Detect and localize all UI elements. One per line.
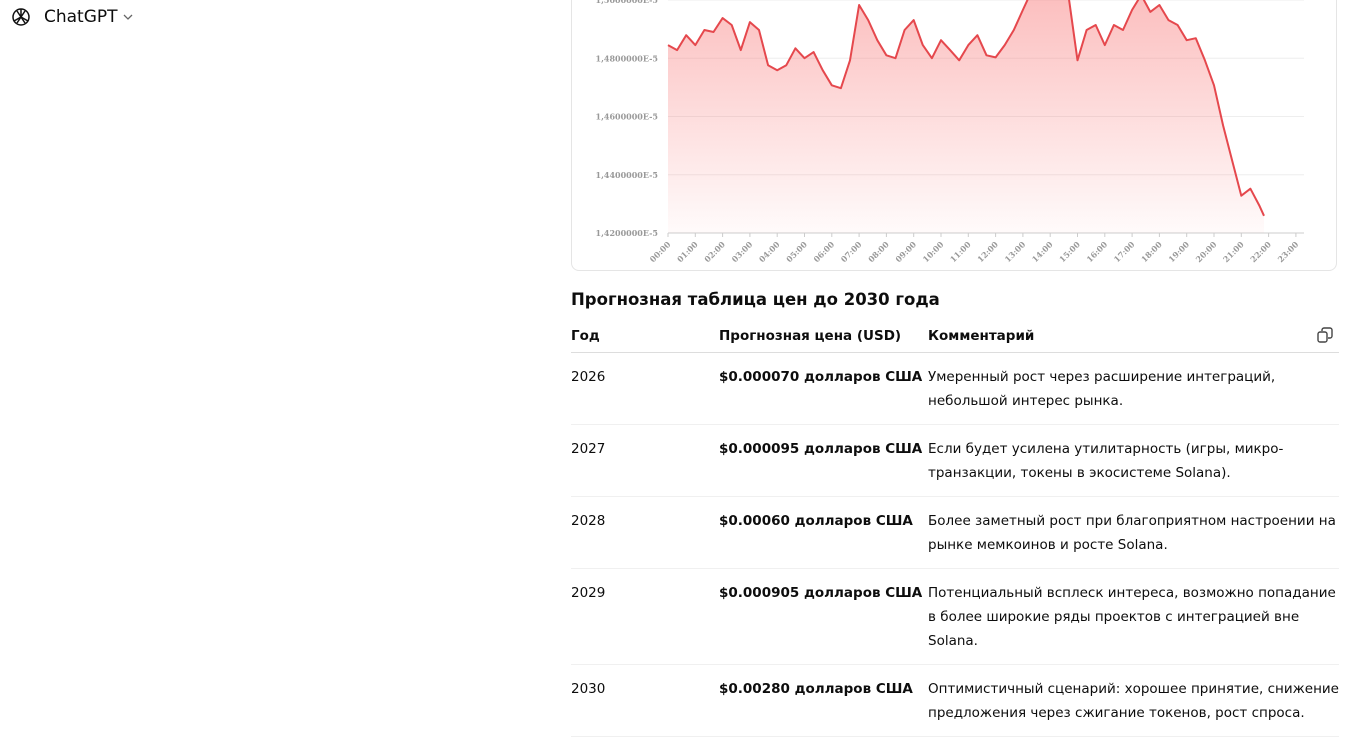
- table-cell: $0.00060 долларов США: [719, 496, 928, 569]
- x-tick-label: 22:00: [1248, 239, 1273, 264]
- x-tick-label: 02:00: [702, 239, 727, 264]
- x-tick-label: 11:00: [948, 239, 973, 264]
- table-row: 2028 $0.00060 долларов США Более заметный …: [571, 496, 1339, 569]
- table-cell: $0.000070 долларов США: [719, 352, 928, 425]
- table-row: 2027 $0.000095 долларов США Если будет уси…: [571, 424, 1339, 497]
- table-cell: Если будет усилена утилитарность (игры, …: [928, 424, 1339, 497]
- x-tick-label: 12:00: [975, 239, 1000, 264]
- y-tick-label: 1,5000000E-5: [596, 0, 658, 5]
- header[interactable]: ChatGPT: [10, 6, 134, 28]
- chevron: [123, 14, 133, 20]
- x-tick-label: 18:00: [1139, 239, 1164, 264]
- table-title: Прогнозная таблица цен до 2030 года: [571, 290, 940, 309]
- x-tick-label: 23:00: [1275, 239, 1300, 264]
- table-cell: Более заметный рост при благоприятном на…: [928, 496, 1339, 569]
- x-tick-label: 21:00: [1221, 239, 1246, 264]
- area: [668, 0, 1265, 233]
- x-tick-label: 17:00: [1112, 239, 1137, 264]
- x-tick-label: 14:00: [1030, 239, 1055, 264]
- table-cell: $0.00280 долларов США: [719, 664, 928, 737]
- x-tick-label: 06:00: [811, 239, 836, 264]
- x-tick-label: 16:00: [1084, 239, 1109, 264]
- table-cell: 2027: [571, 424, 719, 497]
- x-tick-label: 20:00: [1194, 239, 1219, 264]
- chart: 1,4200000E-5 1,4400000E-5 1,4600000E-5 1,48…: [596, 0, 1304, 264]
- copy-button[interactable]: [1316, 326, 1334, 344]
- table-cell: 2029: [571, 568, 719, 665]
- table-cell: Потенциальный всплеск интереса, возможно…: [928, 568, 1339, 665]
- table-row: 2030 $0.00280 долларов США Оптимистичный с…: [571, 664, 1339, 737]
- column-header: Прогнозная цена (USD): [719, 323, 928, 353]
- column-header: Комментарий: [928, 323, 1339, 353]
- app-title: ChatGPT: [44, 7, 118, 27]
- x-tick-label: 08:00: [866, 239, 891, 264]
- x-tick-label: 01:00: [675, 239, 700, 264]
- y-tick-label: 1,4400000E-5: [596, 170, 658, 180]
- x-tick-label: 19:00: [1166, 239, 1191, 264]
- page: ChatGPT 1,4200000E-5 1,4400000E-5 1,460000…: [10, 0, 1339, 737]
- table-cell: Умеренный рост через расширение интеграц…: [928, 352, 1339, 425]
- column-header: Год: [571, 323, 719, 353]
- table-cell: $0.000905 долларов США: [719, 568, 928, 665]
- x-tick-label: 03:00: [729, 239, 754, 264]
- table-cell: 2030: [571, 664, 719, 737]
- table-cell: $0.000095 долларов США: [719, 424, 928, 497]
- x-tick-label: 04:00: [757, 239, 782, 264]
- x-tick-label: 07:00: [839, 239, 864, 264]
- table-row: 2029 $0.000905 долларов США Потенциальный …: [571, 568, 1339, 665]
- x-tick-label: 09:00: [893, 239, 918, 264]
- x-tick-label: 15:00: [1057, 239, 1082, 264]
- logo: [12, 8, 30, 26]
- table-cell: 2028: [571, 496, 719, 569]
- line: [667, 0, 1265, 217]
- x-tick-label: 00:00: [648, 239, 673, 264]
- price-table: Год Прогнозная цена (USD) Комментарий 2026 $…: [571, 323, 1339, 737]
- y-tick-label: 1,4200000E-5: [596, 228, 658, 238]
- y-tick-label: 1,4600000E-5: [596, 112, 658, 122]
- chart-card: 1,4200000E-5 1,4400000E-5 1,4600000E-5 1,48…: [571, 0, 1337, 271]
- table-cell: Оптимистичный сценарий: хорошее принятие…: [928, 664, 1339, 737]
- x-tick-label: 13:00: [1002, 239, 1027, 264]
- table-cell: 2026: [571, 352, 719, 425]
- x-tick-label: 05:00: [784, 239, 809, 264]
- x-tick-label: 10:00: [921, 239, 946, 264]
- y-tick-label: 1,4800000E-5: [596, 53, 658, 63]
- table-row: 2026 $0.000070 долларов США Умеренный рост…: [571, 352, 1339, 425]
